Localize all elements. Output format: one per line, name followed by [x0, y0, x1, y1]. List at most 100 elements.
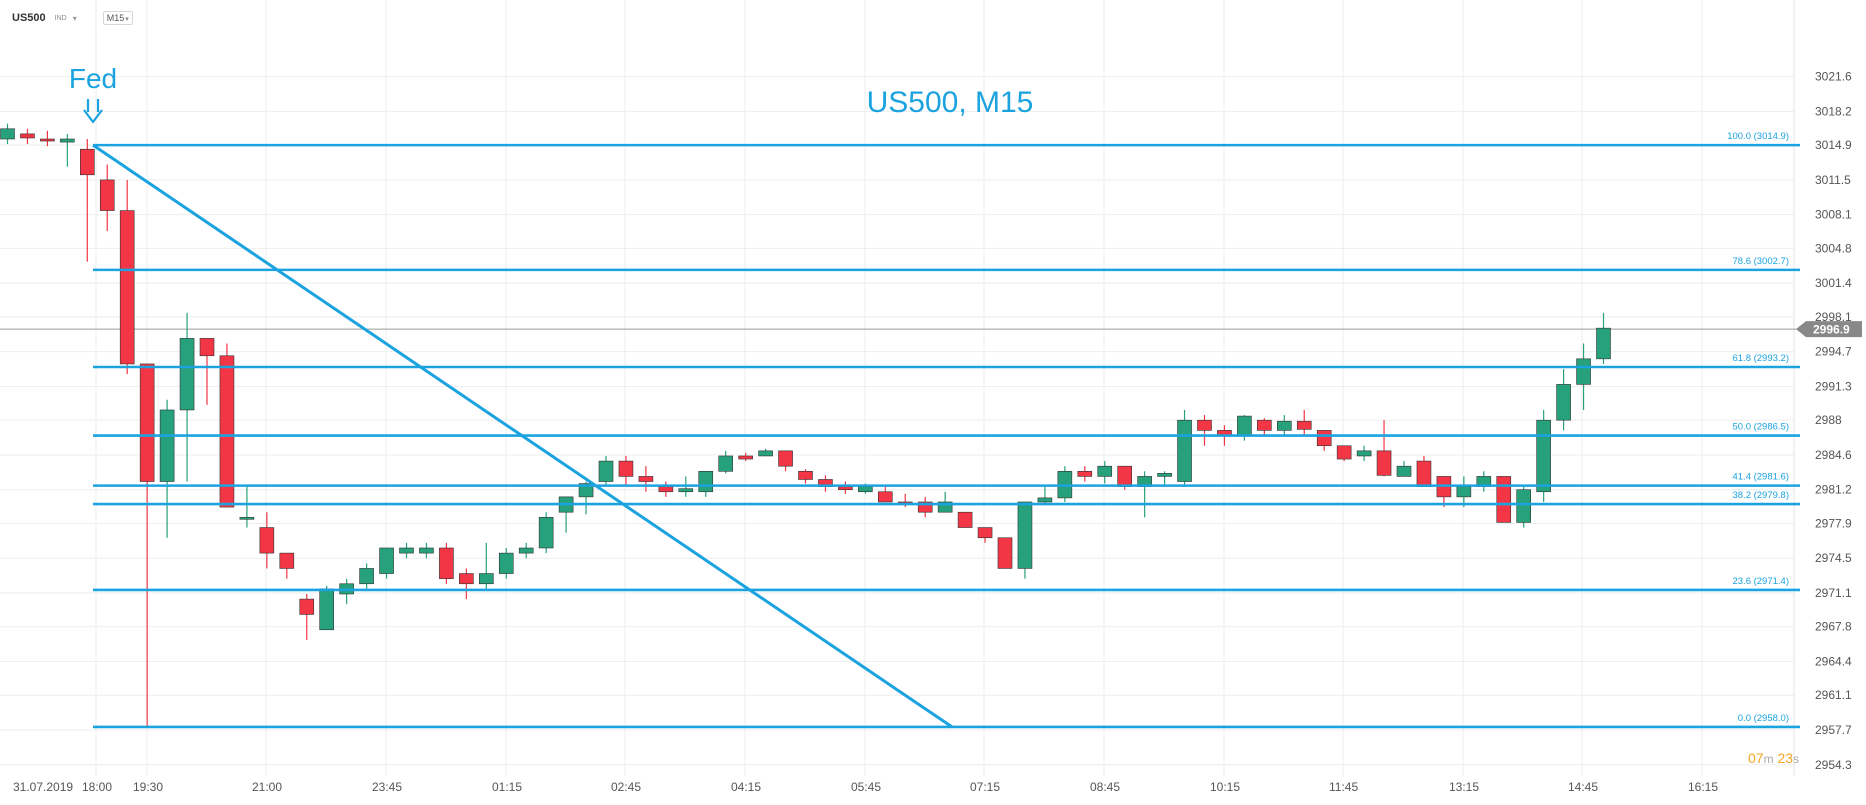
candle-body — [319, 588, 335, 631]
candle — [1476, 471, 1492, 492]
candle — [119, 179, 135, 375]
candle-body — [1157, 473, 1172, 477]
y-tick-label: 2977.9 — [1815, 516, 1852, 530]
candle-body — [239, 517, 255, 520]
y-tick-label: 2988 — [1815, 413, 1842, 427]
candle — [977, 527, 993, 543]
candle-body — [0, 128, 15, 140]
candle — [219, 343, 235, 508]
candle-body — [1456, 486, 1472, 498]
candle — [877, 486, 893, 503]
candle-body — [299, 598, 315, 615]
candle — [1496, 476, 1512, 523]
candle-body — [80, 148, 95, 176]
candle — [1296, 409, 1312, 436]
candle-body — [219, 355, 235, 508]
candle-body — [199, 338, 215, 357]
y-tick-label: 3004.8 — [1815, 241, 1852, 255]
candle — [1277, 415, 1292, 436]
candle — [658, 481, 674, 497]
y-tick-label: 3008.1 — [1815, 208, 1852, 222]
candle — [20, 128, 35, 145]
y-tick-label: 2981.2 — [1815, 483, 1852, 497]
candle-body — [99, 179, 115, 211]
candle — [179, 312, 195, 482]
candle — [1197, 415, 1212, 446]
fibonacci-retracement[interactable]: 100.0 (3014.9) 78.6 (3002.7) 61.8 (2993.2)… — [92, 131, 1800, 729]
candle — [1037, 486, 1053, 505]
candle-body — [1237, 415, 1252, 436]
fib-level-label: 50.0 (2986.5) — [1732, 422, 1789, 433]
candle-body — [1077, 471, 1093, 477]
candle-body — [119, 210, 135, 365]
candle — [738, 452, 753, 462]
candle — [778, 450, 793, 472]
candle-body — [1037, 497, 1053, 503]
y-tick-label: 2957.7 — [1815, 723, 1852, 737]
y-tick-label: 2991.3 — [1815, 379, 1852, 393]
fib-level-label: 100.0 (3014.9) — [1727, 131, 1789, 142]
candle-body — [60, 138, 75, 143]
candle-countdown: 07m 23s — [1748, 750, 1799, 766]
x-tick-label: 01:15 — [492, 780, 522, 794]
candle-body — [538, 517, 554, 549]
candle-body — [1556, 384, 1571, 421]
current-price-tag: 2996.9 — [1796, 321, 1862, 338]
candle — [259, 512, 275, 569]
timeframe-selector[interactable]: M15▾ — [102, 11, 133, 25]
candle — [917, 496, 933, 518]
candle — [60, 133, 75, 167]
x-tick-label: 04:15 — [731, 780, 761, 794]
x-tick-label: 13:15 — [1449, 780, 1479, 794]
symbol-label[interactable]: US500 — [12, 12, 46, 24]
candle — [1376, 420, 1392, 477]
y-tick-label: 2961.1 — [1815, 688, 1852, 702]
candle — [538, 512, 554, 554]
fib-level-label: 41.4 (2981.6) — [1732, 472, 1789, 483]
candle — [439, 542, 454, 584]
candle — [1356, 445, 1372, 462]
axes: 3021.6 3018.2 3014.9 3011.5 3008.1 3004.8 3001… — [13, 70, 1862, 794]
candle — [1057, 466, 1073, 502]
candle — [319, 585, 335, 631]
x-tick-label: 18:00 — [82, 780, 112, 794]
chevron-down-icon[interactable]: ▾ — [72, 13, 77, 23]
candle — [339, 578, 354, 605]
candle-body — [1296, 420, 1312, 430]
current-price-tag-bg — [1796, 321, 1862, 338]
y-tick-label: 3014.9 — [1815, 138, 1852, 152]
fib-level-label: 23.6 (2971.4) — [1732, 576, 1789, 587]
y-tick-label: 2964.4 — [1815, 654, 1852, 668]
fib-level-label: 38.2 (2979.8) — [1732, 490, 1789, 501]
candle — [239, 486, 255, 528]
instrument-type-label: IND — [54, 14, 67, 22]
candle — [1137, 471, 1152, 518]
candle — [718, 450, 734, 474]
candle-body — [359, 568, 374, 585]
timeframe-label: M15 — [106, 13, 125, 23]
y-tick-label: 2998.1 — [1815, 310, 1852, 324]
candle-body — [937, 501, 953, 513]
candle — [1576, 343, 1591, 410]
x-tick-label: 16:15 — [1688, 780, 1718, 794]
candle-body — [997, 537, 1013, 569]
x-tick-label: 02:45 — [611, 780, 641, 794]
candle-body — [1097, 465, 1113, 477]
candle-body — [419, 547, 434, 554]
candle-body — [1017, 501, 1033, 569]
candle — [379, 547, 394, 579]
trend-line[interactable] — [92, 143, 953, 729]
candle — [1157, 471, 1172, 487]
y-tick-label: 2971.1 — [1815, 586, 1852, 600]
candle-body — [738, 455, 753, 460]
candle-body — [1516, 489, 1531, 523]
candle — [838, 481, 853, 494]
candle-body — [1496, 476, 1512, 523]
candle-body — [518, 547, 534, 554]
candle — [1536, 409, 1551, 502]
candle-body — [1396, 465, 1412, 477]
candle — [937, 491, 953, 513]
candle-body — [1197, 419, 1212, 431]
candle-body — [838, 486, 853, 491]
